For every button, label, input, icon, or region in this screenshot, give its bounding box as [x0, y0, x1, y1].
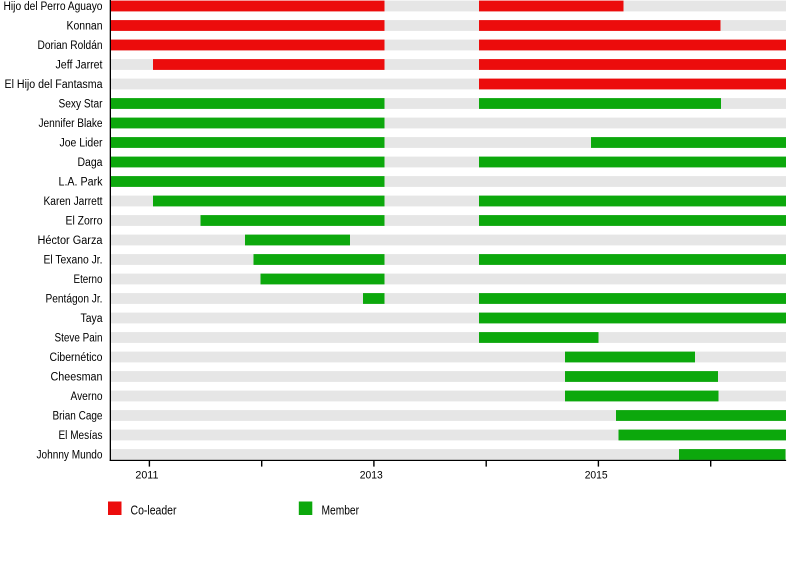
svg-text:El Texano Jr.: El Texano Jr. [44, 255, 103, 267]
svg-text:2015: 2015 [585, 470, 608, 482]
svg-text:Brian Cage: Brian Cage [53, 411, 103, 423]
svg-text:Hijo del Perro Aguayo: Hijo del Perro Aguayo [4, 1, 103, 13]
svg-text:Averno: Averno [71, 391, 103, 403]
svg-text:Jeff Jarret: Jeff Jarret [56, 60, 104, 72]
svg-text:Steve Pain: Steve Pain [55, 333, 103, 345]
svg-text:Pentágon Jr.: Pentágon Jr. [46, 294, 103, 306]
svg-text:Jennifer Blake: Jennifer Blake [39, 118, 103, 130]
svg-text:Dorian Roldán: Dorian Roldán [38, 40, 103, 52]
svg-text:2011: 2011 [135, 470, 158, 482]
svg-text:Sexy Star: Sexy Star [59, 99, 103, 111]
svg-text:Cheesman: Cheesman [51, 372, 103, 384]
svg-text:Joe Lider: Joe Lider [60, 138, 103, 150]
svg-text:L.A. Park: L.A. Park [59, 177, 103, 189]
svg-text:El Zorro: El Zorro [66, 216, 103, 228]
svg-text:2013: 2013 [360, 470, 383, 482]
svg-text:El Hijo del Fantasma: El Hijo del Fantasma [5, 79, 104, 91]
svg-text:Taya: Taya [81, 313, 104, 325]
svg-text:Konnan: Konnan [67, 21, 103, 33]
svg-text:Johnny Mundo: Johnny Mundo [37, 450, 103, 462]
svg-text:Eterno: Eterno [74, 274, 103, 286]
svg-text:El Mesías: El Mesías [59, 430, 103, 442]
svg-text:Daga: Daga [78, 157, 104, 169]
svg-text:Héctor Garza: Héctor Garza [38, 235, 104, 247]
svg-text:Co-leader: Co-leader [131, 503, 178, 518]
svg-text:Karen Jarrett: Karen Jarrett [44, 196, 104, 208]
svg-text:Member: Member [322, 503, 360, 518]
svg-text:Cibernético: Cibernético [50, 352, 103, 364]
